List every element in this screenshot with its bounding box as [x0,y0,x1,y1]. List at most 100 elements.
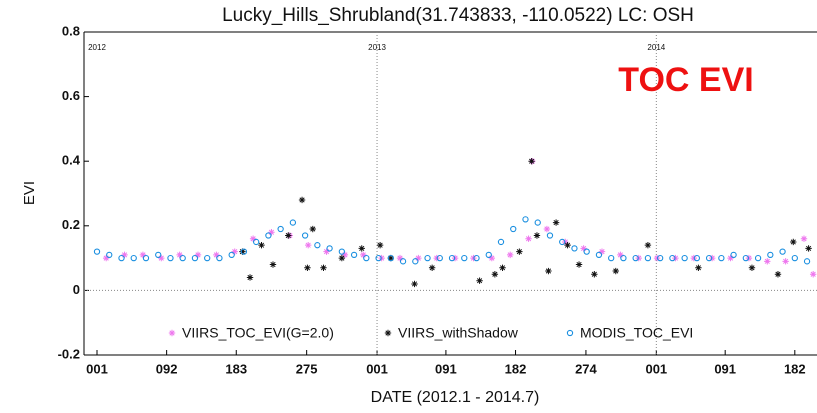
annotation: TOC EVI [618,61,753,99]
data-point [571,245,578,252]
data-point [424,254,431,262]
data-point [497,238,505,246]
data-point [396,254,404,262]
data-point [669,254,676,262]
data-point [298,196,306,204]
data-point [304,241,312,249]
data-point [522,216,529,223]
data-point [239,248,246,255]
year-label: 2013 [368,43,386,52]
data-point [216,254,223,262]
data-point [301,232,309,239]
data-point [632,254,639,262]
data-point [612,267,619,275]
legend-marker [384,329,392,337]
data-point [323,248,330,255]
data-point [102,254,110,262]
data-point [350,251,358,259]
data-point [525,235,532,242]
data-point [268,229,275,236]
data-point [805,245,812,252]
data-point [644,254,652,262]
data-point [314,242,321,249]
data-point [142,254,150,262]
data-point [488,254,496,262]
data-point [176,251,183,259]
x-tick-label: 275 [296,361,318,376]
data-point [341,251,349,259]
legend-marker [168,329,176,337]
y-tick-label: 0 [73,282,80,297]
data-point [491,271,499,278]
x-tick-label: 182 [505,361,527,376]
data-point [285,232,292,239]
data-point [705,254,713,262]
data-point [360,251,367,259]
data-point [528,158,535,165]
data-point [476,277,483,284]
data-point [790,238,797,246]
data-point [338,248,346,255]
y-tick-label: -0.2 [58,346,80,361]
data-point [575,261,583,268]
data-point [767,251,774,259]
data-point [412,258,419,265]
data-point [428,264,436,271]
data-point [258,241,265,249]
chart-title: Lucky_Hills_Shrubland(31.743833, -110.05… [222,5,694,26]
y-tick-label: 0.2 [62,217,80,232]
data-point [718,254,725,262]
data-point [583,248,590,255]
x-tick-label: 001 [645,361,667,376]
data-point [499,264,506,271]
data-point [93,248,101,255]
data-point [754,254,762,262]
data-point [155,251,162,259]
data-point [376,241,384,249]
x-axis-label: DATE (2012.1 - 2014.7) [371,389,540,406]
x-tick-label: 091 [714,361,736,376]
data-point [748,264,756,271]
x-tick-label: 274 [575,361,597,376]
data-point [338,254,346,262]
data-point [326,245,333,252]
data-point [782,258,789,265]
data-point [485,251,492,259]
data-point [617,251,624,259]
data-point [461,254,468,262]
data-point [695,264,702,271]
y-tick-label: 0.8 [62,23,80,38]
data-point [213,251,220,259]
data-point [779,248,786,255]
data-point [358,245,365,252]
data-point [204,254,211,262]
data-point [118,254,125,262]
data-point [534,219,541,226]
data-point [277,225,284,233]
data-point [681,254,688,262]
data-point [399,258,407,265]
data-point [179,254,186,262]
data-point [415,254,422,262]
data-point [363,254,370,262]
data-point [559,238,566,246]
data-point [289,219,297,226]
y-axis-label: EVI [21,181,38,205]
data-point [249,235,257,242]
legend-label: VIIRS_TOC_EVI(G=2.0) [182,325,334,341]
data-point [693,254,701,262]
x-tick-label: 182 [784,361,806,376]
data-point [448,254,456,262]
data-point [191,254,199,262]
data-point [375,254,382,262]
x-tick-label: 091 [435,361,457,376]
x-tick-label: 183 [225,361,247,376]
data-point [800,235,808,242]
data-point [656,254,664,262]
data-point [791,254,798,262]
data-point [167,254,174,262]
data-point [194,251,202,259]
data-point [809,271,817,278]
data-point [121,251,128,259]
legend-label: MODIS_TOC_EVI [580,325,693,341]
